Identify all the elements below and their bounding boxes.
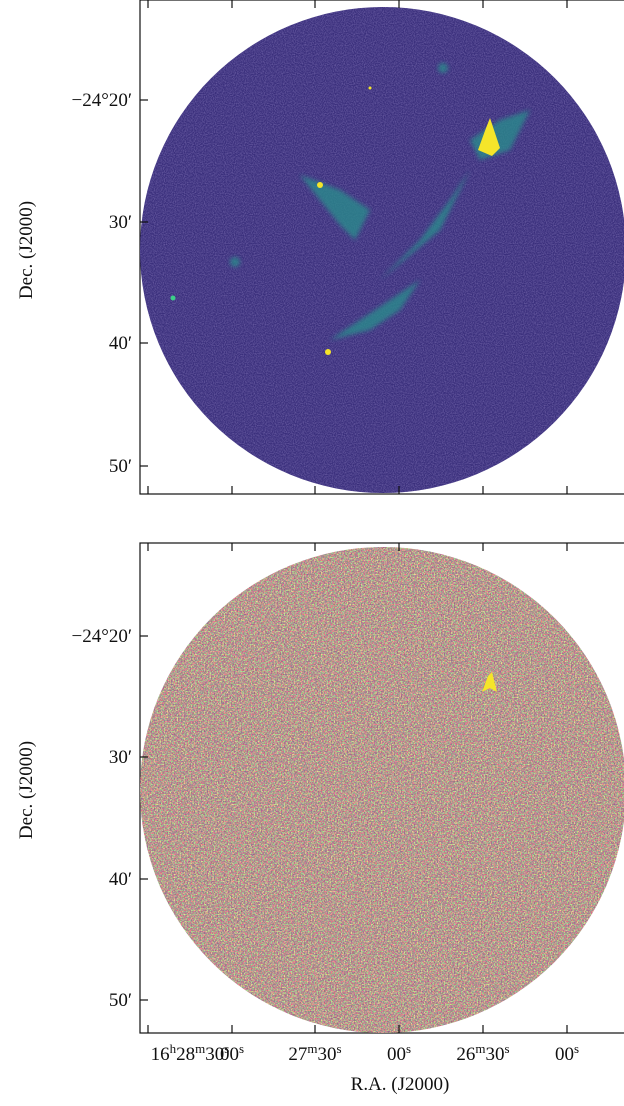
x-tick-label: 00s [555,1041,579,1066]
x-tick-label-part: s [337,1041,342,1056]
x-tick-label-part: s [406,1041,411,1056]
x-tick-label: 00s [387,1041,411,1066]
panel-bottom [139,542,624,1034]
x-tick-label-part: m [475,1041,485,1056]
x-tick-label-part: m [307,1041,317,1056]
x-tick-label-part: 30 [205,1044,224,1065]
y-tick-label: −24°20′ [72,90,132,111]
y-axis-label: Dec. (J2000) [16,741,37,839]
x-tick-label-part: s [574,1041,579,1056]
x-tick-label-part: s [239,1041,244,1056]
y-axis-label: Dec. (J2000) [16,201,37,299]
y-tick-label: 30′ [109,747,132,768]
image-bottom [140,547,624,1033]
y-tick-label: 30′ [109,212,132,233]
x-tick-label-part: s [224,1041,229,1056]
x-tick-label-part: 30 [318,1044,337,1065]
image-top [140,7,624,493]
x-axis-label: R.A. (J2000) [351,1074,450,1095]
y-tick-label: 40′ [109,869,132,890]
frame [139,542,624,1034]
y-tick-label: 50′ [109,456,132,477]
x-tick-label-part: h [170,1041,177,1056]
y-tick-label: −24°20′ [72,626,132,647]
x-tick-label-part: 30 [486,1044,505,1065]
panel-top [139,0,624,495]
y-tick-label: 50′ [109,990,132,1011]
x-tick-label-part: 00 [555,1044,574,1065]
y-tick-label: 40′ [109,333,132,354]
x-tick-label: 16h28m30s [151,1041,230,1066]
x-tick-label-part: 28 [176,1044,195,1065]
x-tick-label-part: 26 [456,1044,475,1065]
x-tick-label: 27m30s [288,1041,341,1066]
x-tick-label: 00s [220,1041,244,1066]
x-tick-label-part: 27 [288,1044,307,1065]
x-tick-label-part: 00 [220,1044,239,1065]
x-tick-label-part: s [505,1041,510,1056]
frame [139,0,624,495]
x-tick-label-part: m [195,1041,205,1056]
x-tick-label-part: 00 [387,1044,406,1065]
x-tick-label: 26m30s [456,1041,509,1066]
x-tick-label-part: 16 [151,1044,170,1065]
